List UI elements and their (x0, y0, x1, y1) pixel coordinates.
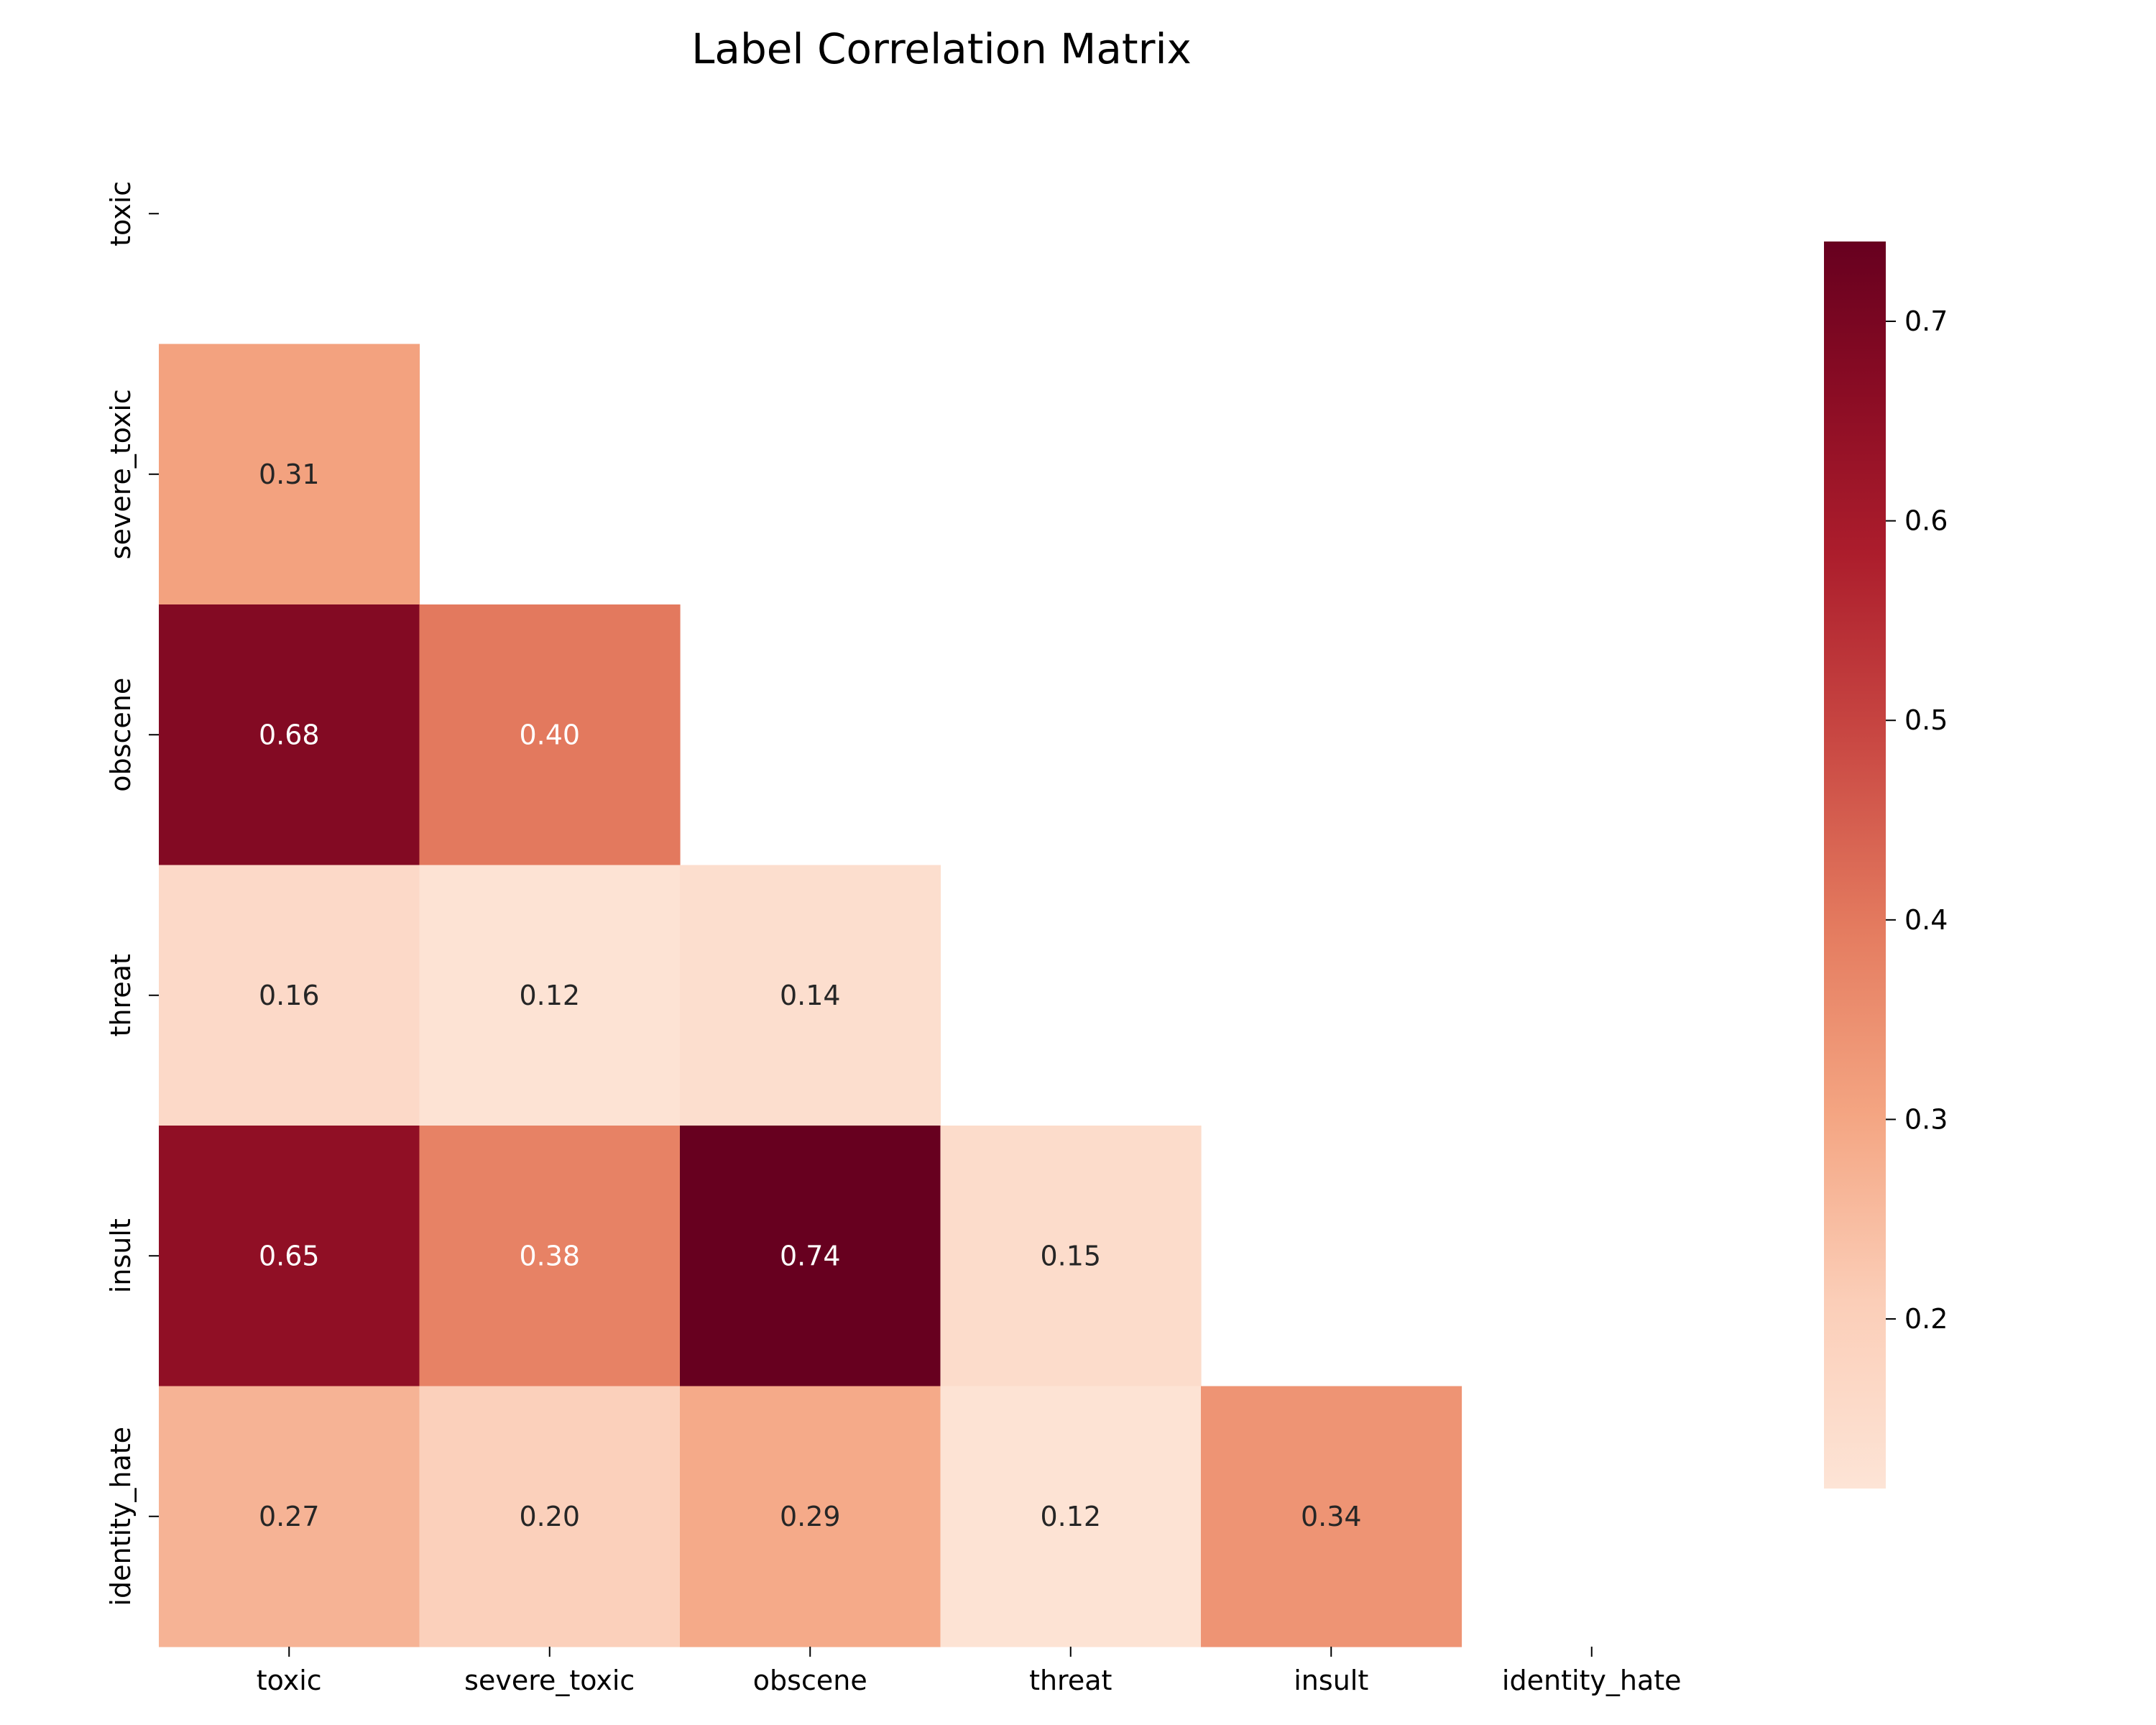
cell-value-label: 0.16 (259, 980, 320, 1011)
colorbar-tick-label: 0.2 (1904, 1303, 1948, 1335)
colorbar-tick-label: 0.4 (1904, 904, 1948, 936)
cell-value-label: 0.31 (259, 459, 320, 490)
heatmap-cell-identity_hate-toxic (159, 1386, 420, 1647)
y-tick-label-obscene: obscene (105, 678, 137, 792)
heatmap-cell-threat-obscene (680, 865, 941, 1126)
cell-value-label: 0.14 (780, 980, 841, 1011)
heatmap-cell-severe_toxic-toxic (159, 344, 420, 605)
colorbar-tick-label: 0.3 (1904, 1103, 1948, 1135)
heatmap-cell-identity_hate-threat (940, 1386, 1202, 1647)
heatmap-cell-insult-threat (940, 1126, 1202, 1387)
cell-value-label: 0.29 (780, 1501, 841, 1532)
cell-value-label: 0.65 (259, 1240, 320, 1271)
colorbar-gradient (1824, 242, 1886, 1489)
cell-value-label: 0.12 (519, 980, 580, 1011)
cell-value-label: 0.12 (1040, 1501, 1101, 1532)
heatmap-cell-threat-toxic (159, 865, 420, 1126)
x-tick-label-obscene: obscene (753, 1665, 867, 1696)
x-tick-label-insult: insult (1294, 1665, 1368, 1696)
colorbar-tick-label: 0.5 (1904, 704, 1948, 736)
cell-value-label: 0.68 (259, 719, 320, 750)
x-axis: toxic severe_toxic obscene threat insult iden… (257, 1647, 1682, 1696)
y-tick-label-identity_hate: identity_hate (105, 1427, 137, 1606)
heatmap-cell-obscene-severe_toxic (419, 604, 681, 866)
colorbar-tick-label: 0.7 (1904, 305, 1948, 337)
y-tick-label-toxic: toxic (105, 181, 137, 247)
heatmap-cell-obscene-toxic (159, 604, 420, 866)
cell-value-label: 0.34 (1301, 1501, 1362, 1532)
colorbar: 0.2 0.3 0.4 0.5 0.6 0.7 (1824, 242, 1948, 1489)
y-tick-label-insult: insult (105, 1218, 137, 1293)
cell-value-label: 0.40 (519, 719, 580, 750)
x-tick-label-toxic: toxic (257, 1665, 322, 1696)
heatmap-cell-insult-severe_toxic (419, 1126, 681, 1387)
cell-value-label: 0.38 (519, 1240, 580, 1271)
heatmap-cell-threat-severe_toxic (419, 865, 681, 1126)
y-tick-label-severe_toxic: severe_toxic (105, 389, 137, 559)
x-tick-label-identity_hate: identity_hate (1502, 1665, 1682, 1696)
x-tick-label-threat: threat (1029, 1665, 1112, 1696)
x-tick-label-severe_toxic: severe_toxic (464, 1665, 635, 1696)
heatmap-cell-identity_hate-insult (1201, 1386, 1462, 1647)
colorbar-tick-label: 0.6 (1904, 505, 1948, 537)
heatmap-cells: 0.31 0.68 0.40 0.16 0.12 0.14 0.65 0.38 0.74 0.15… (159, 344, 1462, 1647)
y-tick-label-threat: threat (105, 954, 137, 1036)
chart-title: Label Correlation Matrix (691, 24, 1192, 73)
cell-value-label: 0.20 (519, 1501, 580, 1532)
cell-value-label: 0.15 (1040, 1240, 1101, 1271)
cell-value-label: 0.27 (259, 1501, 320, 1532)
heatmap-cell-identity_hate-obscene (680, 1386, 941, 1647)
cell-value-label: 0.74 (780, 1240, 841, 1271)
heatmap-cell-insult-obscene (680, 1126, 941, 1387)
heatmap-cell-insult-toxic (159, 1126, 420, 1387)
heatmap-cell-identity_hate-severe_toxic (419, 1386, 681, 1647)
